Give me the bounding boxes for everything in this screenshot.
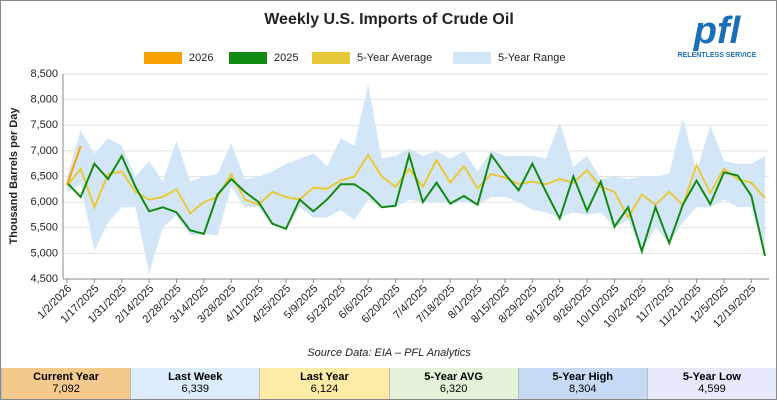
y-axis-label: Thousand Barrels per Day — [8, 107, 20, 245]
stat-label: 5-Year High — [552, 371, 614, 383]
legend-swatch — [312, 52, 350, 64]
stat-box: Last Week 6,339 — [130, 368, 260, 399]
legend-swatch — [144, 52, 182, 64]
stat-box: Last Year 6,124 — [259, 368, 389, 399]
stat-value: 6,124 — [310, 383, 339, 395]
stat-box: 5-Year Low 4,599 — [646, 368, 776, 399]
legend-label: 2026 — [189, 52, 213, 64]
y-tick-label: 6,000 — [30, 196, 58, 208]
y-tick-label: 8,500 — [30, 68, 58, 80]
stat-value: 8,304 — [569, 383, 597, 395]
stat-label: 5-Year Low — [682, 371, 741, 383]
logo-tagline: RELENTLESS SERVICE — [678, 52, 757, 59]
legend-swatch — [453, 52, 491, 64]
stat-box: 5-Year High 8,304 — [517, 368, 647, 399]
stat-box: Current Year 7,092 — [1, 368, 131, 399]
y-tick-label: 5,000 — [30, 247, 58, 259]
series-line — [66, 151, 766, 257]
stat-value: 7,092 — [52, 383, 80, 395]
y-tick-label: 6,500 — [30, 170, 58, 182]
stat-value: 4,599 — [698, 383, 726, 395]
chart-title: Weekly U.S. Imports of Crude Oil — [264, 11, 514, 28]
y-tick-label: 7,500 — [30, 119, 58, 131]
stat-value: 6,339 — [181, 383, 210, 395]
series-line — [66, 145, 82, 186]
legend-label: 2025 — [274, 52, 298, 64]
chart: Weekly U.S. Imports of Crude Oil pfl REL… — [8, 10, 769, 359]
stat-value: 6,320 — [439, 383, 468, 395]
stat-label: Current Year — [33, 371, 99, 383]
legend-label: 5-Year Average — [357, 52, 432, 64]
stats-bar: Current Year 7,092 Last Week 6,339 Last Year… — [1, 368, 776, 399]
stat-box: 5-Year AVG 6,320 — [388, 368, 518, 399]
logo-text: pfl — [693, 10, 742, 52]
y-tick-label: 8,000 — [30, 94, 58, 106]
y-tick-label: 4,500 — [30, 273, 58, 285]
y-tick-label: 7,000 — [30, 145, 58, 157]
stat-label: 5-Year AVG — [424, 371, 483, 383]
stat-label: Last Week — [168, 371, 223, 383]
legend-swatch — [229, 52, 267, 64]
y-tick-label: 5,500 — [30, 222, 58, 234]
legend-label: 5-Year Range — [498, 52, 565, 64]
stat-label: Last Year — [300, 371, 349, 383]
source: Source Data: EIA – PFL Analytics — [307, 347, 471, 359]
